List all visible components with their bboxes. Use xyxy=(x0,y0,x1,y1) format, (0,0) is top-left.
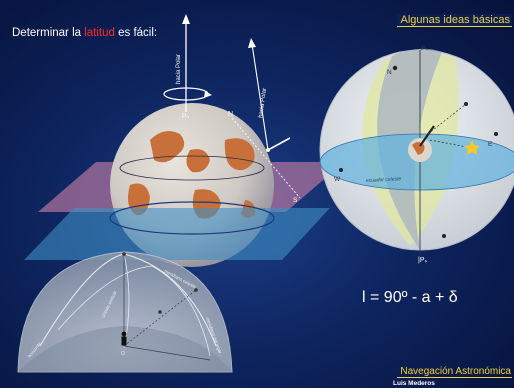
celestial-south-pole-label: |Pₛ xyxy=(418,257,427,264)
footer-author: Luis Mederos xyxy=(393,380,435,387)
earth-latitude-line xyxy=(119,155,265,181)
observer-point xyxy=(266,148,270,152)
celestial-equator-label: ecuador celeste xyxy=(366,176,402,184)
latitude-formula: l = 90º - a + δ xyxy=(362,289,458,306)
observer-body xyxy=(121,336,127,346)
pole-direction-label: hacia Polar xyxy=(176,54,182,84)
slide-title: Determinar la latitud es fácil: xyxy=(12,27,157,39)
sphere-point-e xyxy=(494,132,498,136)
observer-label: O xyxy=(121,351,125,357)
pole-direction-label: hacia Polar xyxy=(258,88,268,119)
dome-point-zenith xyxy=(122,252,126,256)
continent-shape xyxy=(224,138,255,171)
title-highlight: latitud xyxy=(84,27,115,39)
observer-needle xyxy=(419,125,435,147)
horizon-dome-diagram: meridiano celeste círculo vertical horiz… xyxy=(17,251,233,373)
celestial-east-label: E xyxy=(488,141,493,148)
sphere-point-n xyxy=(392,65,398,71)
celestial-sphere-diagram: Pₙ |Pₛ N W E ecuador celeste xyxy=(319,45,514,264)
observer-star-line xyxy=(123,289,197,347)
zenith-sight-line xyxy=(427,103,467,135)
sphere-point-zenith xyxy=(464,102,468,106)
dome-point-star xyxy=(194,288,198,292)
title-prefix: Determinar la xyxy=(12,27,85,39)
footer-course-title: Navegación Astronómica xyxy=(397,366,512,378)
observer-horizon-line xyxy=(231,117,301,199)
sphere-point-w xyxy=(339,168,343,172)
polar-axis-arrow xyxy=(182,14,190,24)
celestial-north-label: N xyxy=(387,69,392,76)
earth-north-pole-label: Pₙ xyxy=(182,113,189,120)
earth-north-label: N xyxy=(228,111,233,118)
celestial-equator-band xyxy=(320,134,514,190)
celestial-north-pole-label: Pₙ xyxy=(421,45,429,52)
star-icon xyxy=(464,140,480,155)
rotation-arrowhead-icon xyxy=(204,91,212,98)
earth-south-label: S xyxy=(293,197,298,204)
sphere-point-south xyxy=(442,234,446,238)
observer-head xyxy=(121,331,127,337)
vertical-circle-arc xyxy=(57,265,211,357)
observer-zenith-arrow xyxy=(248,38,256,48)
observer-polar-line xyxy=(267,137,291,151)
celestial-west-label: W xyxy=(334,176,341,183)
observer-horizon-line-dome xyxy=(123,345,211,361)
observer-zenith-line xyxy=(251,43,269,151)
section-heading: Algunas ideas básicas xyxy=(396,14,512,27)
dome-point-meridian xyxy=(158,310,162,314)
earth-equator xyxy=(109,201,275,235)
title-suffix: es fácil: xyxy=(114,27,158,39)
star-sight-line xyxy=(429,139,473,149)
earth-diagram: hacia Polar hacia Polar Pₙ N S xyxy=(24,14,344,267)
horizon-floor xyxy=(18,326,232,372)
continent-shape xyxy=(150,131,185,163)
continent-shape xyxy=(186,149,210,173)
